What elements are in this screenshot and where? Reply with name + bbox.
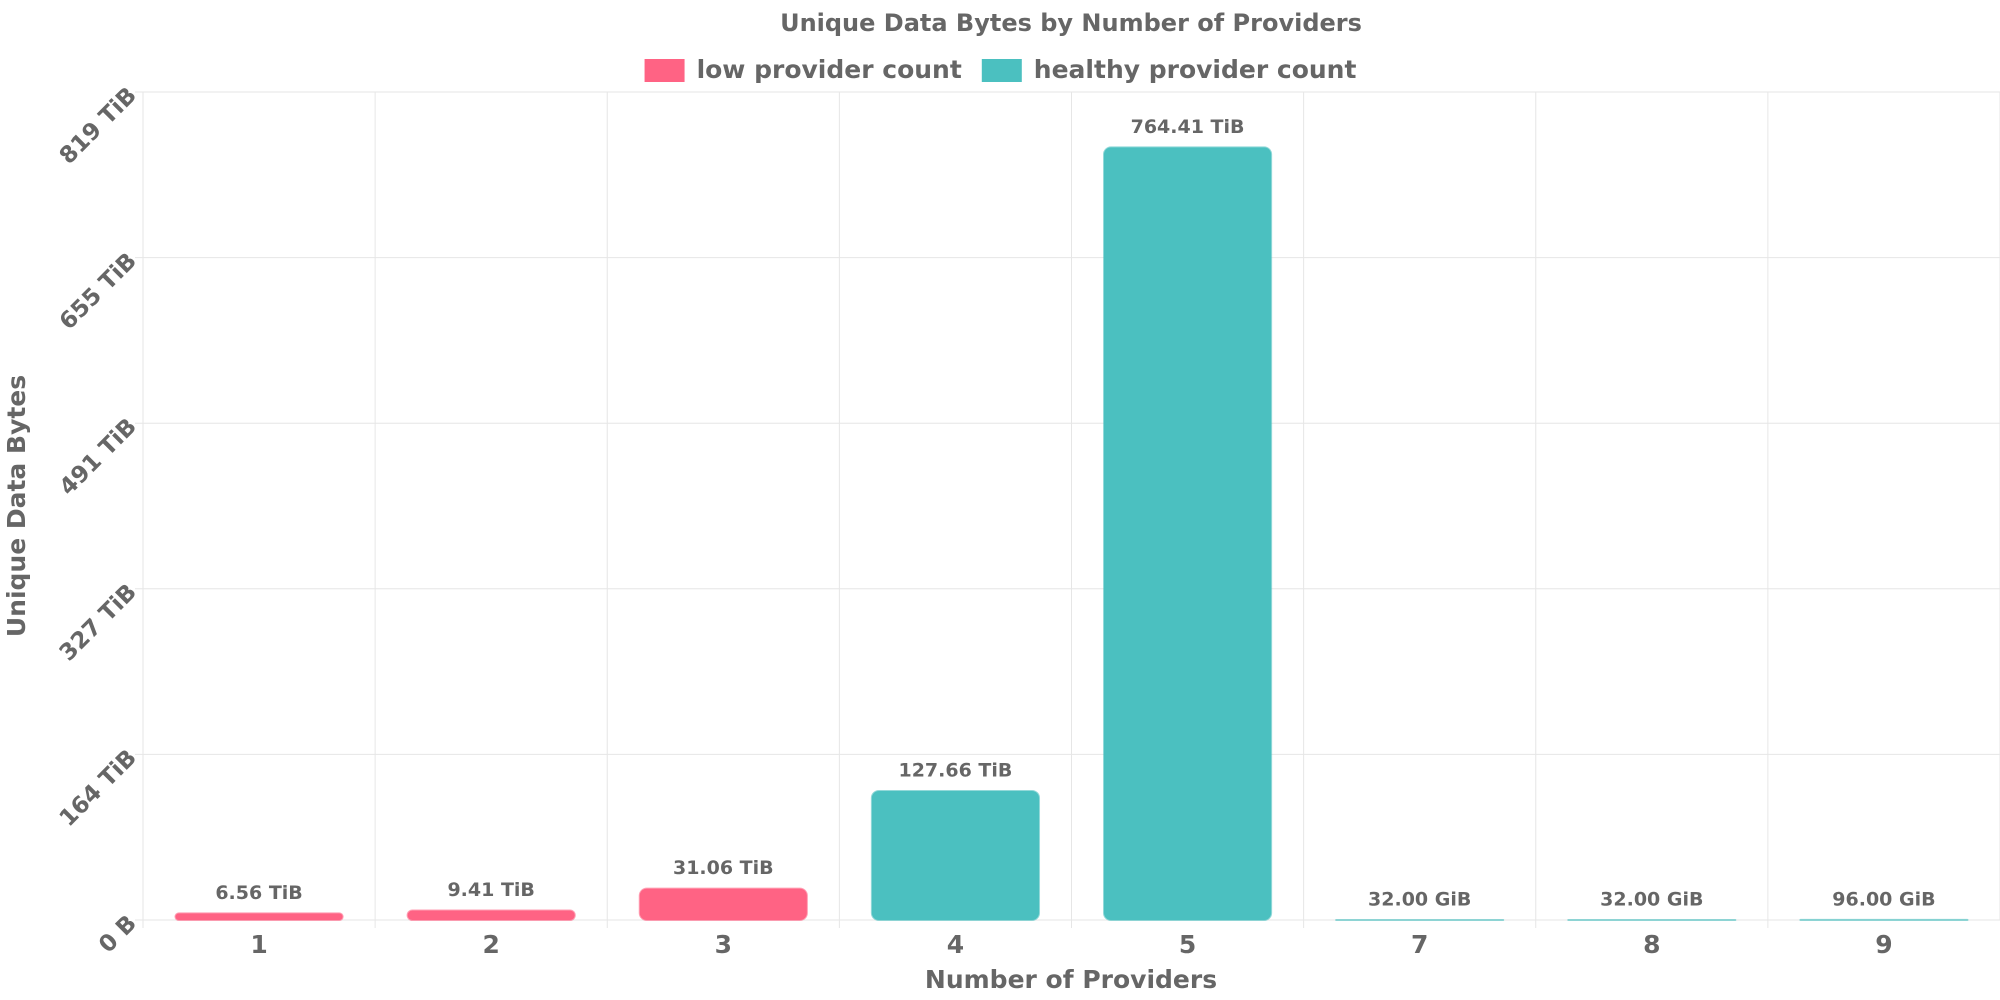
y-axis-title: Unique Data Bytes bbox=[2, 375, 31, 637]
bar bbox=[870, 789, 1041, 921]
x-tick-label: 4 bbox=[947, 930, 964, 959]
bar bbox=[638, 887, 808, 921]
legend-label: healthy provider count bbox=[1034, 55, 1357, 84]
x-tick-label: 2 bbox=[482, 930, 499, 959]
y-tick-label: 819 TiB bbox=[55, 82, 142, 169]
data-label: 6.56 TiB bbox=[215, 882, 302, 904]
data-label: 32.00 GiB bbox=[1600, 888, 1703, 910]
data-label: 127.66 TiB bbox=[898, 759, 1012, 781]
legend-swatch bbox=[644, 59, 685, 82]
data-label: 764.41 TiB bbox=[1131, 116, 1245, 138]
chart-title: Unique Data Bytes by Number of Providers bbox=[780, 9, 1362, 37]
x-tick-label: 9 bbox=[1875, 930, 1892, 959]
data-label: 31.06 TiB bbox=[673, 857, 774, 879]
y-tick-label: 0 B bbox=[94, 910, 142, 958]
data-label: 96.00 GiB bbox=[1832, 888, 1935, 910]
y-tick-label: 491 TiB bbox=[55, 414, 142, 501]
legend: low provider count healthy provider count bbox=[644, 55, 1357, 84]
y-tick-label: 655 TiB bbox=[55, 248, 142, 335]
x-axis-title: Number of Providers bbox=[925, 965, 1217, 994]
x-tick-label: 5 bbox=[1179, 930, 1196, 959]
bar bbox=[1102, 146, 1273, 922]
x-tick-label: 7 bbox=[1411, 930, 1428, 959]
data-label: 32.00 GiB bbox=[1368, 888, 1471, 910]
bar bbox=[174, 912, 344, 921]
x-tick-label: 3 bbox=[715, 930, 732, 959]
y-tick-label: 164 TiB bbox=[55, 745, 142, 832]
x-tick-label: 8 bbox=[1643, 930, 1660, 959]
data-label: 9.41 TiB bbox=[447, 879, 534, 901]
x-tick-label: 1 bbox=[250, 930, 267, 959]
legend-label: low provider count bbox=[697, 55, 962, 84]
bar bbox=[406, 909, 576, 921]
y-tick-label: 327 TiB bbox=[55, 579, 142, 666]
legend-swatch bbox=[981, 59, 1022, 82]
